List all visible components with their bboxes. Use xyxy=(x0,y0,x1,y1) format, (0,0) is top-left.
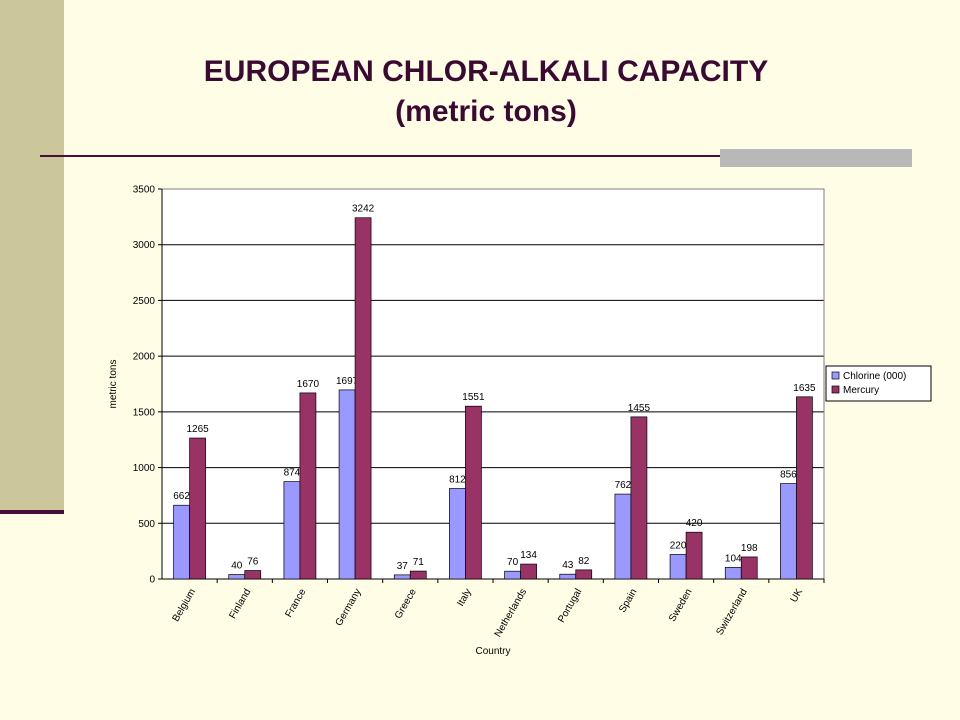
legend-swatch xyxy=(831,371,840,380)
data-label: 3242 xyxy=(352,204,375,215)
bar xyxy=(520,563,537,580)
x-tick-label: Germany xyxy=(334,587,364,628)
y-tick-label: 3500 xyxy=(133,185,156,196)
bar xyxy=(409,570,427,580)
bar xyxy=(669,554,687,580)
bar xyxy=(283,481,301,580)
bar xyxy=(449,488,466,580)
x-tick-label: France xyxy=(283,587,308,620)
legend xyxy=(825,365,932,402)
bar xyxy=(354,217,372,580)
title-rule xyxy=(40,155,912,157)
bar xyxy=(189,437,206,580)
y-tick-label: 2500 xyxy=(133,296,156,307)
title-rule-accent xyxy=(720,149,912,167)
data-label: 198 xyxy=(741,543,758,554)
bar xyxy=(465,405,482,580)
data-label: 662 xyxy=(173,491,190,502)
y-tick-label: 0 xyxy=(149,575,155,586)
x-tick-label: Greece xyxy=(393,587,419,621)
slide-subtitle: (metric tons) xyxy=(395,95,577,128)
bar xyxy=(796,396,813,580)
data-label: 71 xyxy=(413,557,425,568)
y-tick-label: 1000 xyxy=(133,463,156,474)
x-tick-label: Italy xyxy=(455,587,474,608)
data-label: 43 xyxy=(562,560,574,571)
x-tick-label: Switzerland xyxy=(714,587,749,637)
data-label: 76 xyxy=(247,557,259,568)
x-tick-label: Portugal xyxy=(556,587,584,625)
x-tick-label: UK xyxy=(789,587,806,605)
x-axis-title: Country xyxy=(475,646,510,657)
bar xyxy=(299,392,317,580)
data-label: 1265 xyxy=(186,424,209,435)
bar xyxy=(393,574,411,580)
data-label: 82 xyxy=(578,556,590,567)
data-label: 1697 xyxy=(336,376,359,387)
bar xyxy=(724,567,742,580)
side-band xyxy=(0,0,64,512)
data-label: 812 xyxy=(449,475,466,486)
bar xyxy=(630,416,648,580)
side-band-rule xyxy=(0,510,64,514)
data-label: 70 xyxy=(507,557,519,568)
bar xyxy=(173,504,190,580)
legend-label: Chlorine (000) xyxy=(843,371,906,382)
bar xyxy=(685,531,703,580)
y-tick-label: 1500 xyxy=(133,407,156,418)
plot-area xyxy=(162,189,824,579)
data-label: 134 xyxy=(520,550,537,561)
bar xyxy=(228,574,246,580)
bar xyxy=(244,570,262,580)
legend-swatch xyxy=(831,385,840,394)
legend-label: Mercury xyxy=(843,385,879,396)
bar xyxy=(504,570,521,580)
y-tick-label: 2000 xyxy=(133,352,156,363)
x-tick-label: Spain xyxy=(617,587,639,615)
data-label: 1635 xyxy=(793,383,816,394)
bar xyxy=(614,493,632,580)
data-label: 762 xyxy=(615,480,632,491)
x-tick-label: Belgium xyxy=(171,587,199,624)
y-tick-label: 3000 xyxy=(133,240,156,251)
data-label: 856 xyxy=(780,470,797,481)
slide-title: EUROPEAN CHLOR-ALKALI CAPACITY xyxy=(203,55,769,88)
data-label: 37 xyxy=(397,561,409,572)
data-label: 104 xyxy=(725,553,742,564)
bar xyxy=(780,483,797,580)
y-axis-title: metric tons xyxy=(108,360,119,409)
data-label: 1455 xyxy=(628,403,651,414)
data-label: 420 xyxy=(686,518,703,529)
data-label: 874 xyxy=(284,468,301,479)
x-tick-label: Netherlands xyxy=(493,587,529,639)
x-tick-label: Finland xyxy=(227,587,253,621)
bar xyxy=(575,569,593,580)
bar xyxy=(338,389,356,580)
data-label: 40 xyxy=(231,561,243,572)
x-tick-label: Sweden xyxy=(667,587,695,624)
data-label: 1670 xyxy=(297,379,320,390)
data-label: 220 xyxy=(670,540,687,551)
y-tick-label: 500 xyxy=(138,519,155,530)
bar xyxy=(559,573,577,580)
data-label: 1551 xyxy=(462,392,485,403)
bar xyxy=(740,556,758,580)
